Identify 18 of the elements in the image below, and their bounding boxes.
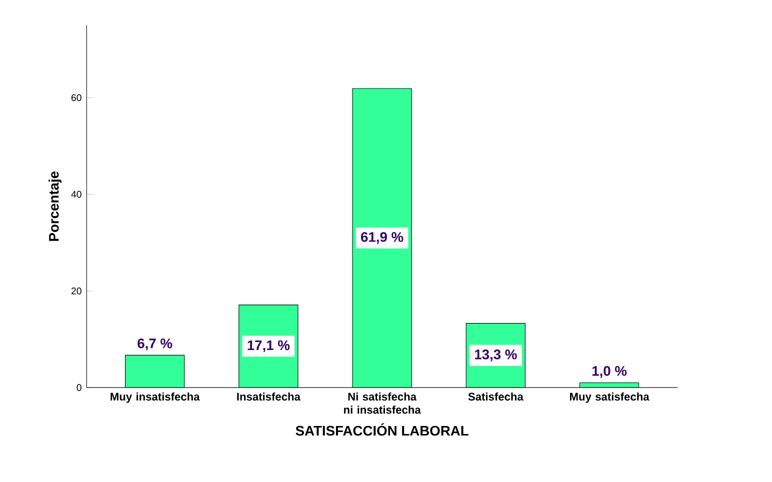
y-tick-label: 20 <box>71 287 82 294</box>
data-label: 6,7 % <box>138 338 172 350</box>
x-tick-label: Satisfecha <box>468 392 524 401</box>
y-tick-label: 60 <box>71 94 82 102</box>
data-label: 1,0 % <box>592 366 627 378</box>
data-label: 17,1 % <box>248 340 290 352</box>
y-axis-title: Porcentaje <box>48 171 62 241</box>
bar <box>125 355 184 388</box>
data-label: 61,9 % <box>361 232 404 244</box>
y-tick-label: 40 <box>71 190 82 198</box>
bar <box>352 88 412 388</box>
x-axis-title: SATISFACCIÓN LABORAL <box>296 423 468 436</box>
x-tick-label: Ni satisfecha ni insatisfecha <box>344 392 421 414</box>
data-label: 13,3 % <box>474 349 517 362</box>
x-tick-label: Muy satisfecha <box>570 392 650 403</box>
y-tick-label: 0 <box>76 384 82 391</box>
x-tick-label: Muy insatisfecha <box>110 392 200 403</box>
x-tick-label: Insatisfecha <box>237 392 301 401</box>
